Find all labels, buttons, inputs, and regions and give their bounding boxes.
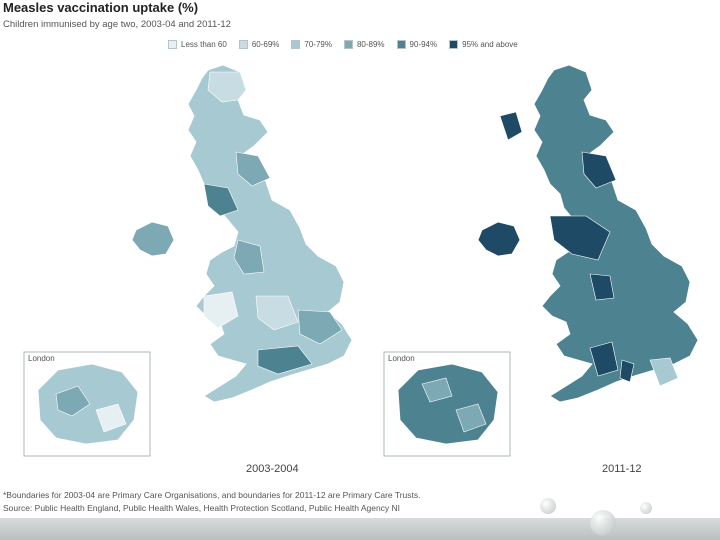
region-north-england <box>589 273 615 301</box>
region-london-borough <box>95 403 127 433</box>
legend-item-80-89: 80-89% <box>343 39 385 49</box>
source-note: Source: Public Health England, Public He… <box>3 503 401 513</box>
chart-title: Measles vaccination uptake (%) <box>3 0 199 15</box>
legend-item-90-94: 90-94% <box>396 39 438 49</box>
region-northern-ireland <box>131 221 175 257</box>
chart-subtitle: Children immunised by age two, 2003-04 a… <box>3 19 231 30</box>
region-south-east <box>649 357 679 387</box>
region-thames-valley <box>619 359 635 383</box>
region-south-england <box>257 345 313 375</box>
region-midlands <box>589 341 619 377</box>
legend-item-less-than-60: Less than 60 <box>168 39 227 49</box>
legend-label: 90-94% <box>409 39 438 49</box>
region-london-borough <box>421 377 453 403</box>
footnote: *Boundaries for 2003-04 are Primary Care… <box>3 490 421 500</box>
legend-item-60-69: 60-69% <box>238 39 280 49</box>
region-london-borough <box>55 385 91 417</box>
legend-label: 70-79% <box>304 39 332 49</box>
region-wales <box>203 291 239 329</box>
map-2003-2004 <box>131 64 353 403</box>
inset-london-2011 <box>383 351 511 457</box>
region-east-anglia <box>297 309 343 345</box>
legend-swatch <box>343 39 353 49</box>
legend-label: 60-69% <box>251 39 280 49</box>
legend-label: 80-89% <box>356 39 385 49</box>
map-year-label-2011-12: 2011-12 <box>602 463 642 475</box>
region-central-scotland <box>549 215 611 261</box>
region-highlands <box>207 71 247 103</box>
region-glasgow <box>203 183 239 217</box>
region-northeast-scotland <box>235 151 271 187</box>
legend-swatch <box>449 39 459 49</box>
region-north-england <box>233 239 265 275</box>
legend: Less than 60 60-69% 70-79% 80-89% 90-94%… <box>168 38 518 50</box>
legend-label: 95% and above <box>462 39 518 49</box>
legend-item-70-79: 70-79% <box>291 39 332 49</box>
region-midlands <box>255 295 299 331</box>
inset-london-2003 <box>23 351 151 457</box>
legend-swatch <box>396 39 406 49</box>
inset-label-london-2011: London <box>388 354 415 363</box>
legend-label: Less than 60 <box>181 39 227 49</box>
legend-item-95-and-above: 95% and above <box>449 39 518 49</box>
region-london <box>397 363 499 445</box>
legend-swatch <box>238 39 248 49</box>
map-2011-12 <box>477 64 699 403</box>
region-western-isles <box>499 111 523 141</box>
map-year-label-2003-2004: 2003-2004 <box>246 463 299 475</box>
bubble-decoration <box>540 498 556 514</box>
bubble-decoration <box>640 502 652 514</box>
region-london-borough <box>455 403 487 433</box>
region-northern-ireland <box>477 221 521 257</box>
legend-swatch <box>168 39 177 49</box>
region-grampian <box>581 151 617 189</box>
legend-swatch <box>291 39 301 49</box>
inset-label-london-2003: London <box>28 354 55 363</box>
bubble-decoration <box>590 510 616 536</box>
bottom-strip <box>0 518 720 540</box>
